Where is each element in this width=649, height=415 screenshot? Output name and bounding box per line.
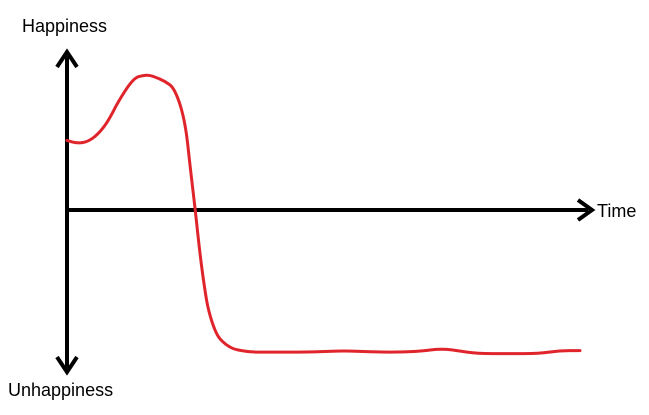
series-line <box>65 73 582 356</box>
y-axis-label-top: Happiness <box>22 16 108 36</box>
x-axis-label: Time <box>597 201 637 221</box>
x-axis <box>67 198 596 222</box>
y-axis-arrow-down <box>55 355 79 376</box>
y-axis-label-bottom: Unhappiness <box>8 380 114 400</box>
x-axis-arrow-right <box>576 198 596 222</box>
y-axis-arrow-up <box>55 48 79 69</box>
